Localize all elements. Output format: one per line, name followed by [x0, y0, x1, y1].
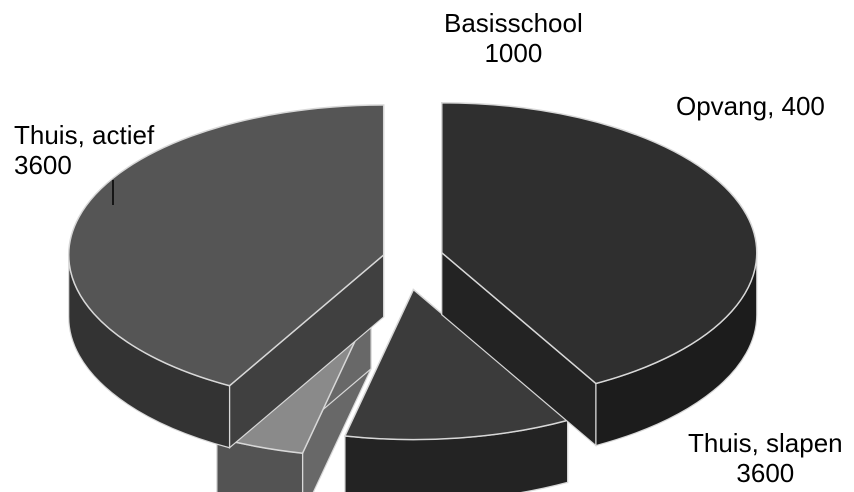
label-opvang: Opvang, 400	[676, 91, 825, 121]
label-basisschool-value: 1000	[484, 38, 543, 68]
pie-slice-thuis-slapen	[67, 104, 385, 450]
label-basisschool-name: Basisschool	[444, 8, 583, 38]
label-thuis-actief: Thuis, actief 3600	[14, 120, 154, 180]
label-basisschool: Basisschool 1000	[444, 8, 583, 68]
label-opvang-name: Opvang, 400	[676, 91, 825, 121]
label-thuis-actief-name: Thuis, actief	[14, 120, 155, 150]
label-thuis-slapen-value: 3600	[736, 458, 795, 488]
label-thuis-slapen-name: Thuis, slapen	[688, 428, 843, 458]
pie-slice-basisschool	[343, 288, 570, 492]
label-thuis-actief-value: 3600	[14, 150, 72, 180]
label-thuis-slapen: Thuis, slapen 3600	[688, 428, 843, 488]
pie-slice-thuis-actief	[441, 101, 758, 447]
